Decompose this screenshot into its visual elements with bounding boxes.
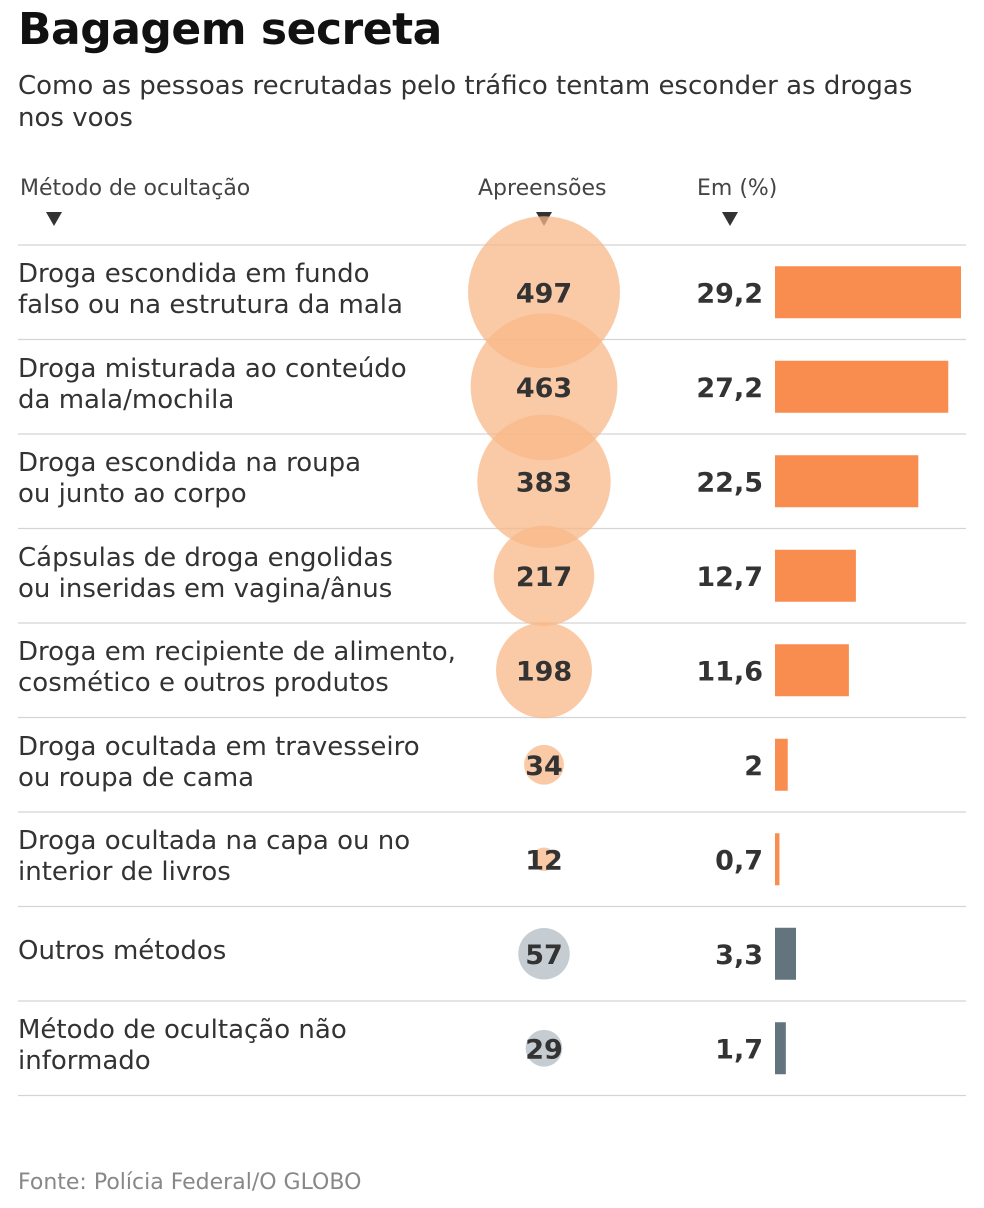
percent-value: 27,2 <box>696 373 763 404</box>
seizure-value: 383 <box>516 467 572 498</box>
percent-value: 12,7 <box>696 562 763 593</box>
method-label: Droga escondida em fundo falso ou na est… <box>18 259 403 321</box>
seizure-bubble <box>470 313 618 461</box>
percent-value: 22,5 <box>696 467 763 498</box>
method-label: Droga ocultada em travesseiro ou roupa d… <box>18 731 420 793</box>
seizure-value: 57 <box>525 940 563 971</box>
percent-bar <box>775 1022 786 1075</box>
bar-layer <box>775 266 961 1075</box>
column-header-percent: Em (%) <box>697 176 778 201</box>
percent-arrow-icon <box>722 212 738 226</box>
percent-value: 29,2 <box>696 278 763 309</box>
percent-bar <box>775 360 949 413</box>
seizure-bubble <box>518 928 570 980</box>
seizure-value: 12 <box>525 845 563 876</box>
seizure-value: 463 <box>516 373 572 404</box>
column-header-seizures: Apreensões <box>478 176 607 201</box>
percent-bar <box>775 644 849 697</box>
seizure-value: 497 <box>516 278 572 309</box>
percent-value: 2 <box>744 751 763 782</box>
method-label: Cápsulas de droga engolidas ou inseridas… <box>18 542 393 604</box>
seizure-value: 217 <box>516 562 572 593</box>
percent-bar <box>775 549 856 602</box>
percent-value: 3,3 <box>715 940 763 971</box>
seizure-bubble <box>496 622 592 719</box>
percent-value: 1,7 <box>715 1034 763 1065</box>
bubble-layer <box>468 216 620 1067</box>
seizure-value: 29 <box>525 1034 563 1065</box>
method-label: Droga ocultada na capa ou no interior de… <box>18 826 411 888</box>
source-note: Fonte: Polícia Federal/O GLOBO <box>18 1170 362 1195</box>
method-arrow-icon <box>46 212 62 226</box>
percent-bar <box>775 833 780 886</box>
seizure-bubble <box>524 744 564 785</box>
percent-value: 0,7 <box>715 845 763 876</box>
method-label: Droga em recipiente de alimento, cosméti… <box>18 637 456 699</box>
seizure-bubble <box>477 414 611 548</box>
method-label: Outros métodos <box>18 936 227 967</box>
percent-value: 11,6 <box>696 656 763 687</box>
seizure-value: 198 <box>516 656 572 687</box>
seizure-bubble <box>525 1029 563 1067</box>
method-label: Droga misturada ao conteúdo da mala/moch… <box>18 353 407 415</box>
percent-bar <box>775 738 788 791</box>
column-header-method: Método de ocultação <box>20 176 251 201</box>
chart-title: Bagagem secreta <box>18 4 442 55</box>
method-label: Método de ocultação não informado <box>18 1015 347 1077</box>
seizure-value: 34 <box>525 751 563 782</box>
seizure-bubble <box>532 847 556 872</box>
method-label: Droga escondida na roupa ou junto ao cor… <box>18 448 362 510</box>
seizure-bubble <box>493 525 595 626</box>
percent-bar <box>775 266 961 319</box>
percent-bar <box>775 455 919 508</box>
percent-bar <box>775 927 797 980</box>
value-layer: 497 29,2 463 27,2 383 22,5 217 12,7 198 11,6 34 2 12… <box>516 278 763 1065</box>
chart-subtitle: Como as pessoas recrutadas pelo tráfico … <box>18 71 913 133</box>
